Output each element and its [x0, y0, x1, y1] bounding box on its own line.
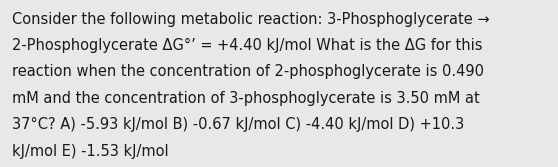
Text: 37°C? A) -5.93 kJ/mol B) -0.67 kJ/mol C) -4.40 kJ/mol D) +10.3: 37°C? A) -5.93 kJ/mol B) -0.67 kJ/mol C)…	[12, 117, 464, 132]
Text: reaction when the concentration of 2-phosphoglycerate is 0.490: reaction when the concentration of 2-pho…	[12, 64, 484, 79]
Text: mM and the concentration of 3-phosphoglycerate is 3.50 mM at: mM and the concentration of 3-phosphogly…	[12, 91, 480, 106]
Text: kJ/mol E) -1.53 kJ/mol: kJ/mol E) -1.53 kJ/mol	[12, 144, 169, 159]
Text: 2-Phosphoglycerate ΔG°’ = +4.40 kJ/mol What is the ΔG for this: 2-Phosphoglycerate ΔG°’ = +4.40 kJ/mol W…	[12, 38, 483, 53]
Text: Consider the following metabolic reaction: 3-Phosphoglycerate →: Consider the following metabolic reactio…	[12, 12, 490, 27]
